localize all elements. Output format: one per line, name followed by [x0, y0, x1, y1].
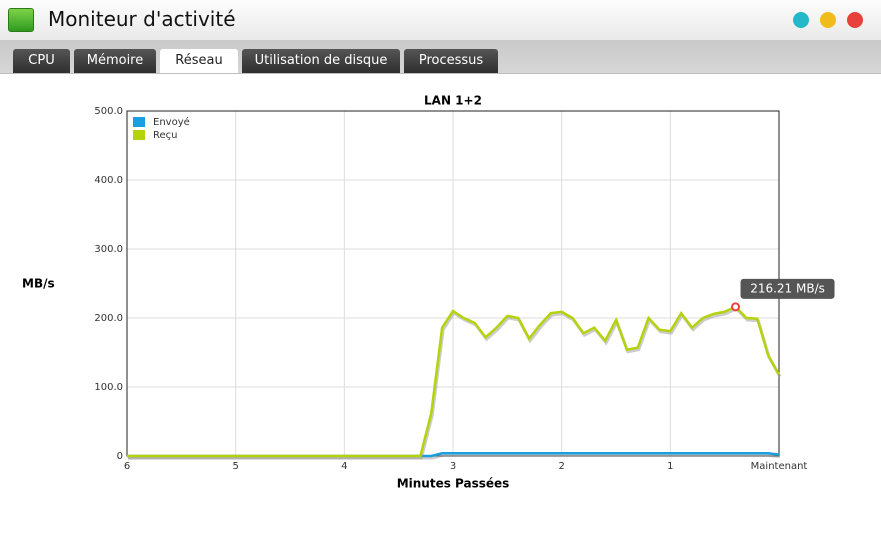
chart-title: LAN 1+2	[424, 94, 482, 108]
tooltip-box	[740, 278, 835, 299]
x-tick-label: 6	[124, 461, 130, 472]
app-icon	[8, 8, 34, 32]
y-tick-label: 0	[117, 451, 123, 462]
x-tick-label: 3	[450, 461, 456, 472]
y-axis-label: MB/s	[22, 277, 55, 291]
tab[interactable]: Utilisation de disque	[242, 49, 400, 73]
tab[interactable]: Mémoire	[74, 49, 156, 73]
help-button[interactable]	[793, 12, 809, 28]
y-tick-label: 100.0	[94, 382, 123, 393]
y-tick-label: 300.0	[94, 244, 123, 255]
tab-active[interactable]: Réseau	[160, 49, 238, 73]
x-tick-label: 2	[558, 461, 564, 472]
legend-swatch	[133, 130, 145, 140]
chart: LAN 1+2 MB/s Minutes Passées 0 100.0 200.0…	[22, 94, 835, 491]
y-tick-label: 200.0	[94, 313, 123, 324]
hover-point	[731, 302, 741, 312]
x-tick-label: 4	[341, 461, 347, 472]
y-tick-label: 500.0	[94, 106, 123, 117]
tooltip-label: 216.21 MB/s	[750, 281, 825, 295]
tab[interactable]: Processus	[404, 49, 498, 73]
x-tick-label: 1	[667, 461, 673, 472]
y-tick-label: 400.0	[94, 175, 123, 186]
x-tick-label: 5	[232, 461, 238, 472]
legend-swatch	[133, 117, 145, 127]
line	[127, 305, 781, 458]
legend-label: Envoyé	[153, 116, 190, 128]
minimize-button[interactable]	[820, 12, 836, 28]
title-bar: Moniteur d'activité	[0, 0, 881, 40]
x-axis-label: Minutes Passées	[397, 477, 510, 491]
window-title: Moniteur d'activité	[48, 7, 236, 31]
tab[interactable]: CPU	[13, 49, 70, 73]
close-button[interactable]	[847, 12, 863, 28]
legend-label: Reçu	[153, 130, 178, 141]
x-tick-label: Maintenant	[751, 461, 808, 472]
tab-bar: CPU Mémoire Réseau Utilisation de disque…	[0, 40, 881, 74]
